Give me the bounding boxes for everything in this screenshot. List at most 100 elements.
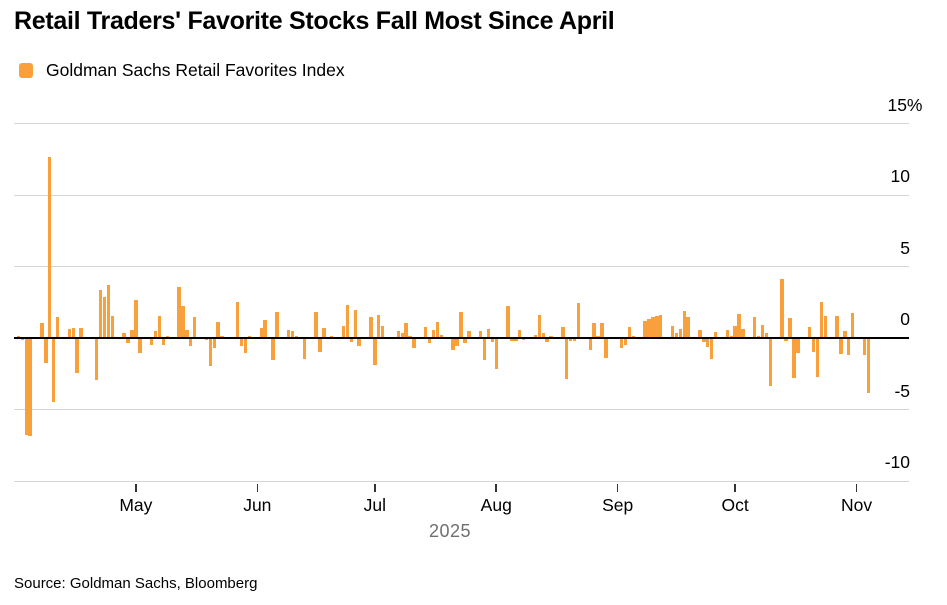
bar: [424, 326, 428, 338]
legend: Goldman Sachs Retail Favorites Index: [19, 60, 345, 81]
bar: [835, 316, 839, 338]
bar: [353, 310, 357, 338]
bar: [780, 278, 784, 338]
bar: [572, 337, 577, 342]
bar: [576, 303, 581, 338]
bar: [24, 337, 28, 435]
bar: [275, 311, 279, 338]
bar: [185, 330, 189, 338]
bar: [40, 323, 44, 338]
bar: [670, 326, 675, 338]
x-axis-tick: [374, 483, 376, 492]
bar: [51, 337, 56, 402]
y-axis-label: -10: [884, 452, 910, 472]
x-axis-tick: [734, 483, 736, 492]
x-axis-tick: [495, 483, 498, 492]
bar: [431, 329, 436, 338]
bar: [807, 326, 812, 338]
bar: [819, 302, 823, 338]
bar: [153, 331, 158, 338]
bar: [396, 331, 400, 338]
bar: [733, 326, 737, 338]
bar: [815, 337, 820, 377]
bar: [811, 337, 816, 352]
bar: [674, 333, 679, 338]
bar: [647, 318, 651, 338]
bar: [478, 330, 483, 338]
bar: [126, 337, 130, 344]
bar: [459, 311, 463, 338]
bar: [157, 316, 162, 338]
source-text: Source: Goldman Sachs, Bloomberg: [14, 575, 258, 592]
x-axis-month-label: Jul: [363, 495, 386, 515]
bar: [181, 306, 185, 338]
bar: [784, 337, 788, 342]
bar: [380, 326, 385, 338]
bar: [518, 329, 522, 338]
bar: [427, 337, 432, 344]
bar: [866, 337, 870, 394]
bar: [510, 337, 514, 342]
bar: [768, 337, 773, 387]
bar: [55, 317, 60, 338]
bar: [678, 328, 682, 338]
y-axis-label: 10: [890, 166, 910, 186]
x-axis-month-label: Sep: [602, 495, 634, 515]
y-axis-label: -5: [894, 380, 910, 401]
y-axis-label: 15%: [887, 94, 923, 115]
bar: [713, 332, 718, 338]
x-axis-tick: [855, 483, 858, 492]
bar: [482, 337, 487, 361]
bar: [44, 337, 48, 364]
bar: [545, 337, 549, 342]
x-axis-tick: [616, 483, 619, 492]
bar: [686, 317, 690, 338]
bar: [623, 337, 628, 345]
bar: [357, 337, 361, 347]
bar: [659, 315, 663, 338]
bar: [208, 337, 212, 367]
bar: [239, 337, 244, 347]
bar: [792, 337, 796, 379]
bar: [486, 328, 491, 338]
bar: [161, 337, 165, 346]
bar: [345, 304, 350, 338]
bar: [48, 157, 52, 338]
bar: [138, 337, 142, 354]
bar: [373, 337, 377, 365]
bar: [655, 316, 659, 338]
x-axis-month-label: Jun: [243, 495, 272, 515]
chart-title: Retail Traders' Favorite Stocks Fall Mos…: [14, 7, 615, 35]
bar: [725, 330, 729, 338]
bar: [435, 321, 440, 338]
bar: [122, 333, 126, 338]
bar: [565, 337, 569, 379]
bar: [514, 337, 518, 342]
zero-baseline: [14, 336, 909, 339]
legend-label: Goldman Sachs Retail Favorites Index: [46, 60, 345, 80]
gridline: [14, 194, 909, 196]
x-axis-month-label: Oct: [721, 495, 749, 515]
bar: [341, 326, 346, 338]
bar: [236, 301, 240, 338]
bar: [290, 331, 295, 338]
gridline: [14, 480, 909, 482]
bar: [216, 321, 220, 338]
bar: [177, 287, 181, 338]
bar: [412, 337, 416, 348]
bar: [604, 337, 608, 358]
bar: [322, 327, 326, 338]
bar: [537, 315, 541, 338]
bar: [400, 333, 404, 338]
bar: [682, 311, 686, 338]
bar: [823, 316, 827, 338]
bar: [75, 337, 79, 373]
bar: [651, 317, 655, 338]
x-axis-tick: [135, 483, 137, 492]
bar: [737, 313, 741, 338]
bar: [796, 337, 800, 354]
bar: [259, 327, 263, 338]
bar: [130, 330, 134, 338]
bar: [302, 337, 306, 359]
